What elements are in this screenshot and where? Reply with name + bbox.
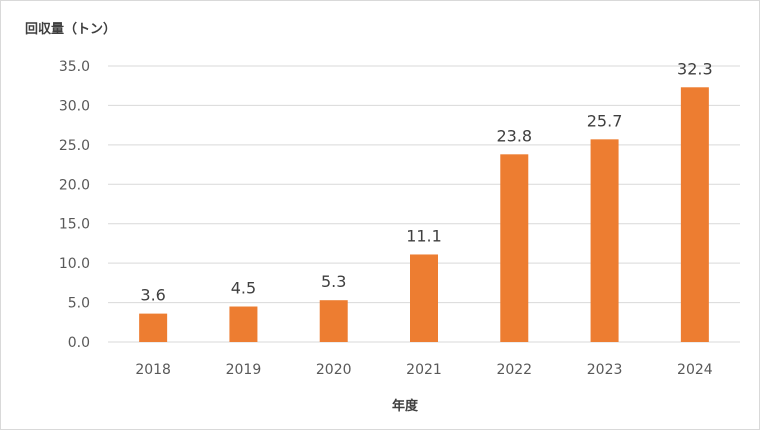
- y-axis-title: 回収量（トン）: [25, 22, 117, 37]
- x-tick-label-2021: 2021: [406, 362, 442, 378]
- bar-2021: [410, 254, 438, 342]
- bar-2022: [500, 154, 529, 342]
- y-tick-labels: 0.0 5.0 10.0 15.0 20.0 25.0 30.0 35.0: [59, 59, 90, 351]
- data-label-2019: 4.5: [231, 279, 256, 298]
- y-tick-label: 15.0: [59, 217, 90, 233]
- x-tick-label-2020: 2020: [316, 362, 352, 378]
- bars: [139, 87, 709, 342]
- data-label-2020: 5.3: [321, 272, 346, 291]
- data-label-2022: 23.8: [496, 126, 532, 145]
- x-tick-label-2022: 2022: [496, 362, 532, 378]
- x-tick-labels: 2018 2019 2020 2021 2022 2023 2024: [135, 362, 712, 378]
- y-tick-label: 20.0: [59, 177, 90, 193]
- x-tick-label-2024: 2024: [677, 362, 713, 378]
- data-labels: 3.6 4.5 5.3 11.1 23.8 25.7 32.3: [140, 59, 712, 304]
- y-tick-label: 30.0: [59, 98, 90, 114]
- y-tick-label: 10.0: [59, 256, 90, 272]
- data-label-2021: 11.1: [406, 226, 442, 245]
- bar-2020: [319, 300, 348, 342]
- bar-2024: [680, 87, 709, 342]
- x-tick-label-2018: 2018: [135, 362, 171, 378]
- data-label-2023: 25.7: [587, 111, 623, 130]
- data-label-2024: 32.3: [677, 59, 713, 78]
- x-axis-title: 年度: [391, 399, 418, 414]
- y-tick-label: 25.0: [59, 138, 90, 154]
- y-tick-label: 0.0: [68, 335, 90, 351]
- bar-2018: [139, 313, 168, 342]
- y-tick-label: 5.0: [68, 296, 90, 312]
- y-tick-label: 35.0: [59, 59, 90, 75]
- data-label-2018: 3.6: [140, 286, 165, 305]
- x-tick-label-2023: 2023: [587, 362, 623, 378]
- bar-2019: [229, 306, 258, 342]
- x-tick-label-2019: 2019: [226, 362, 262, 378]
- bar-2023: [590, 139, 619, 342]
